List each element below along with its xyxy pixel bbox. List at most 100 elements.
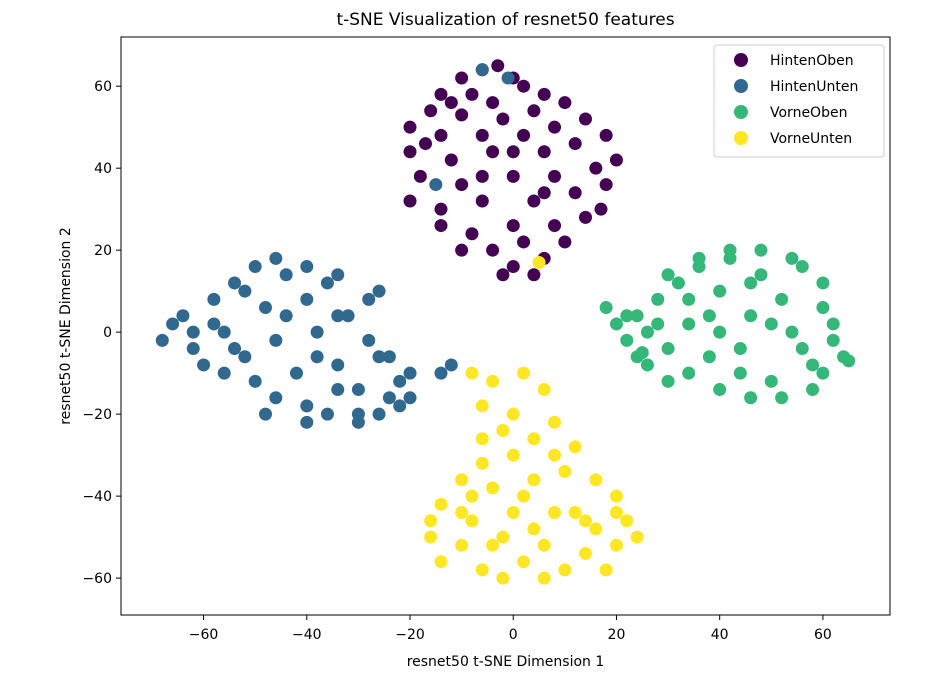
point-hintenoben	[444, 153, 458, 167]
legend-label-hintenunten: HintenUnten	[770, 79, 858, 95]
point-hintenunten	[186, 325, 200, 339]
x-tick-label: −40	[292, 627, 322, 643]
point-vorneunten	[620, 514, 634, 528]
point-hintenunten	[279, 309, 293, 323]
point-hintenoben	[537, 145, 551, 159]
point-vorneoben	[640, 358, 654, 372]
y-tick-label: −20	[82, 407, 112, 423]
legend-marker-vorneunten	[734, 131, 748, 145]
point-hintenoben	[403, 145, 417, 159]
point-hintenoben	[558, 235, 572, 249]
point-vorneoben	[661, 374, 675, 388]
point-vorneunten	[455, 538, 469, 552]
legend-label-vorneunten: VorneUnten	[770, 131, 852, 147]
point-vorneunten	[599, 563, 613, 577]
x-tick-label: −60	[189, 627, 219, 643]
point-vorneunten	[475, 456, 489, 470]
point-hintenoben	[568, 137, 582, 151]
point-vorneunten	[475, 399, 489, 413]
point-vorneoben	[620, 309, 634, 323]
point-vorneoben	[702, 309, 716, 323]
point-hintenunten	[186, 342, 200, 356]
point-vorneunten	[486, 374, 500, 388]
point-vorneunten	[506, 506, 520, 520]
point-vorneoben	[744, 391, 758, 405]
legend-label-hintenoben: HintenOben	[770, 53, 854, 69]
point-hintenunten	[331, 383, 345, 397]
point-hintenunten	[372, 407, 386, 421]
point-hintenoben	[599, 178, 613, 192]
y-axis-label: resnet50 t-SNE Dimension 2	[58, 227, 74, 425]
point-hintenoben	[486, 243, 500, 257]
point-hintenoben	[434, 87, 448, 101]
point-hintenoben	[517, 128, 531, 142]
point-hintenoben	[403, 194, 417, 208]
point-hintenoben	[506, 260, 520, 274]
point-hintenunten	[362, 292, 376, 306]
point-vorneunten	[424, 514, 438, 528]
point-hintenunten	[434, 366, 448, 380]
plot-frame	[120, 36, 891, 616]
legend-box	[713, 44, 885, 158]
point-vorneunten	[465, 366, 479, 380]
point-vorneunten	[558, 465, 572, 479]
point-hintenoben	[517, 235, 531, 249]
point-vorneunten	[537, 383, 551, 397]
point-vorneunten	[506, 407, 520, 421]
point-hintenunten	[429, 178, 443, 192]
point-hintenunten	[155, 333, 169, 347]
point-vorneoben	[609, 317, 623, 331]
point-hintenunten	[300, 415, 314, 429]
point-vorneoben	[826, 317, 840, 331]
point-vorneoben	[682, 317, 696, 331]
points-layer	[155, 59, 856, 585]
point-hintenunten	[393, 399, 407, 413]
point-vorneunten	[475, 432, 489, 446]
point-vorneoben	[682, 366, 696, 380]
point-hintenunten	[300, 399, 314, 413]
point-hintenunten	[217, 325, 231, 339]
point-vorneunten	[548, 415, 562, 429]
point-vorneunten	[609, 506, 623, 520]
x-tick-label: 60	[814, 627, 832, 643]
point-hintenunten	[228, 342, 242, 356]
point-vorneunten	[527, 432, 541, 446]
point-hintenoben	[475, 169, 489, 183]
point-vorneoben	[692, 251, 706, 265]
point-vorneoben	[842, 354, 856, 368]
point-vorneunten	[630, 530, 644, 544]
point-hintenunten	[228, 276, 242, 290]
point-hintenoben	[424, 104, 438, 118]
point-vorneunten	[434, 555, 448, 569]
point-hintenunten	[166, 317, 180, 331]
point-hintenunten	[331, 358, 345, 372]
point-vorneunten	[609, 489, 623, 503]
point-vorneunten	[568, 440, 582, 454]
y-tick-label: 0	[103, 325, 112, 341]
point-hintenoben	[403, 120, 417, 134]
point-hintenunten	[238, 350, 252, 364]
point-hintenoben	[419, 137, 433, 151]
point-vorneoben	[816, 276, 830, 290]
point-vorneoben	[795, 342, 809, 356]
point-hintenunten	[207, 317, 221, 331]
point-hintenunten	[300, 292, 314, 306]
chart-title: t-SNE Visualization of resnet50 features	[336, 10, 674, 30]
point-hintenunten	[259, 301, 273, 315]
point-vorneunten	[455, 506, 469, 520]
point-hintenunten	[341, 309, 355, 323]
point-vorneoben	[806, 358, 820, 372]
point-vorneunten	[465, 489, 479, 503]
point-hintenoben	[434, 219, 448, 233]
point-vorneunten	[589, 522, 603, 536]
point-hintenoben	[455, 71, 469, 85]
legend-label-vorneoben: VorneOben	[770, 105, 847, 121]
point-hintenoben	[548, 169, 562, 183]
point-vorneoben	[826, 333, 840, 347]
point-hintenunten	[393, 374, 407, 388]
point-hintenunten	[372, 284, 386, 298]
point-vorneoben	[806, 383, 820, 397]
point-vorneoben	[785, 251, 799, 265]
point-vorneoben	[599, 301, 613, 315]
point-vorneunten	[568, 506, 582, 520]
